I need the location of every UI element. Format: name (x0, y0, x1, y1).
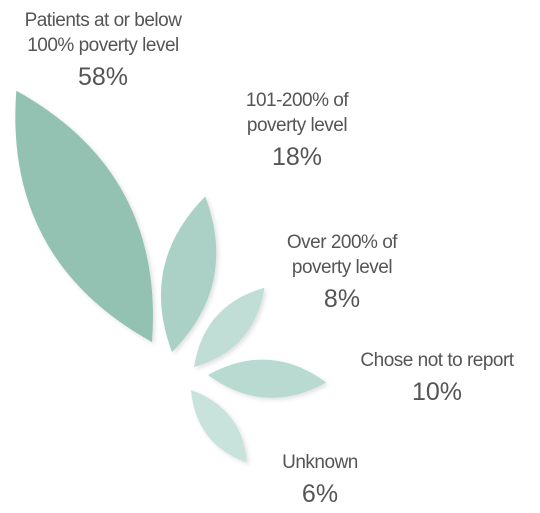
category-label: Unknown (282, 452, 358, 473)
value-label: 58% (77, 63, 129, 91)
label-group: Over 200% of poverty level 8% (222, 230, 462, 316)
leaf (194, 287, 265, 367)
label-group: Patients at or below 100% poverty level 5… (0, 8, 223, 94)
leaf (208, 359, 327, 398)
leaf (15, 90, 153, 342)
value-label: 10% (411, 378, 463, 406)
leaf (160, 196, 217, 352)
value-label: 18% (271, 143, 323, 171)
leaf (191, 390, 248, 463)
category-label: Chose not to report (360, 350, 514, 371)
category-label: Patients at or below 100% poverty level (24, 10, 182, 56)
label-group: 101-200% of poverty level 18% (177, 88, 417, 174)
label-group: Chose not to report 10% (317, 348, 540, 409)
value-label: 8% (323, 285, 361, 313)
value-label: 6% (301, 480, 339, 508)
label-group: Unknown 6% (200, 450, 440, 511)
category-label: Over 200% of poverty level (286, 232, 398, 278)
category-label: 101-200% of poverty level (245, 90, 349, 136)
